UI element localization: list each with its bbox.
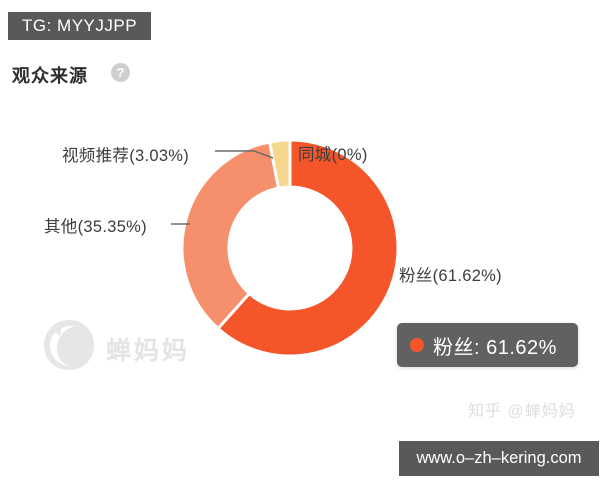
leader-line-video-recommend: [215, 150, 274, 159]
tooltip-text: 粉丝: 61.62%: [433, 336, 557, 359]
help-question-glyph: ?: [116, 65, 125, 80]
attribution-text: 知乎 @蝉妈妈: [468, 403, 576, 420]
donut-segment-0[interactable]: [216, 138, 400, 358]
label-fans: 粉丝(61.62%): [399, 267, 502, 285]
chanmama-cicada-logo-icon: [44, 320, 94, 370]
watermark: 蝉妈妈: [40, 316, 190, 374]
help-question-icon[interactable]: ?: [111, 63, 130, 82]
label-video-recommend: 视频推荐(3.03%): [62, 147, 190, 165]
label-same-city: 同城(0%): [298, 146, 368, 164]
url-badge-text: www.o–zh–kering.com: [416, 449, 582, 467]
source-tag-text: TG: MYYJJPP: [22, 16, 138, 35]
page-title: 观众来源: [12, 66, 88, 86]
label-other: 其他(35.35%): [44, 218, 147, 236]
source-tag-badge: TG: MYYJJPP: [8, 12, 152, 40]
donut-segment-2[interactable]: [268, 138, 292, 190]
donut-segment-1[interactable]: [180, 140, 280, 330]
watermark-text: 蝉妈妈: [106, 337, 191, 365]
donut-segments: [180, 138, 400, 358]
tooltip-series-dot-icon: [410, 338, 424, 352]
chart-tooltip: 粉丝: 61.62%: [397, 323, 578, 367]
url-badge: www.o–zh–kering.com: [399, 441, 599, 476]
